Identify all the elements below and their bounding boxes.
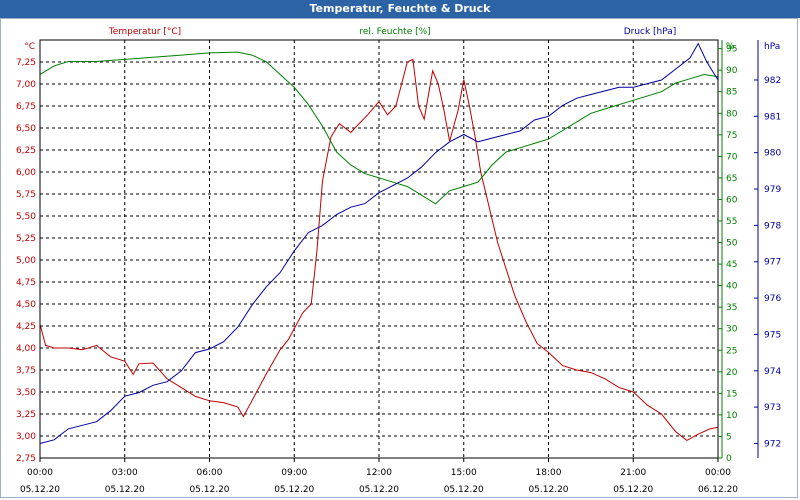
x-tick-time: 00:00 (27, 468, 53, 478)
temperature-tick: 4,25 (16, 322, 36, 332)
humidity-tick: 90 (726, 66, 738, 76)
humidity-series-line (39, 51, 719, 205)
temperature-tick: 6,50 (16, 124, 36, 134)
humidity-axis-label: rel. Feuchte [%] (359, 27, 430, 37)
temperature-tick: 3,25 (16, 410, 36, 420)
humidity-tick: 10 (726, 411, 738, 421)
x-tick-time: 00:00 (705, 468, 731, 478)
x-tick-date: 05.12.20 (613, 485, 653, 495)
pressure-tick: 976 (764, 294, 781, 304)
temperature-tick: 6,25 (16, 146, 36, 156)
humidity-tick: 30 (726, 325, 738, 335)
x-tick-date: 05.12.20 (189, 485, 229, 495)
humidity-tick: 40 (726, 282, 738, 292)
x-tick-time: 18:00 (536, 468, 562, 478)
pressure-tick: 972 (764, 439, 781, 449)
humidity-tick: 85 (726, 88, 737, 98)
chart-frame (0, 18, 798, 498)
humidity-tick: 50 (726, 239, 738, 249)
pressure-tick: 974 (764, 367, 781, 377)
humidity-tick: 65 (726, 174, 737, 184)
humidity-tick: 70 (726, 152, 738, 162)
humidity-tick: 60 (726, 195, 738, 205)
temperature-tick: 3,75 (16, 366, 36, 376)
temperature-unit: °C (24, 42, 35, 52)
temperature-tick: 7,00 (16, 80, 36, 90)
temperature-tick: 2,75 (16, 454, 36, 464)
temperature-tick: 4,75 (16, 278, 36, 288)
x-tick-date: 06.12.20 (698, 485, 738, 495)
humidity-tick: 5 (726, 432, 732, 442)
x-tick-time: 06:00 (197, 468, 223, 478)
axes: 00:00 05.12.20 03:00 05.12.20 06:00 05.12.20 0… (16, 39, 781, 495)
x-tick-time: 12:00 (366, 468, 392, 478)
temperature-tick: 7,25 (16, 58, 36, 68)
temperature-tick: 6,00 (16, 168, 36, 178)
pressure-tick: 982 (764, 76, 781, 86)
humidity-tick: 35 (726, 303, 737, 313)
temperature-tick: 5,25 (16, 234, 36, 244)
humidity-tick: 95 (726, 45, 737, 55)
pressure-axis-label: Druck [hPa] (624, 27, 677, 37)
grid-lines (40, 40, 718, 459)
humidity-tick: 55 (726, 217, 737, 227)
temperature-tick: 4,00 (16, 344, 36, 354)
pressure-tick: 980 (764, 149, 781, 159)
temperature-tick: 3,50 (16, 388, 36, 398)
humidity-tick: 80 (726, 109, 738, 119)
x-tick-date: 05.12.20 (444, 485, 484, 495)
pressure-tick: 979 (764, 185, 781, 195)
temperature-axis-label: Temperatur [°C] (108, 27, 181, 37)
temperature-tick: 4,50 (16, 300, 36, 310)
x-tick-date: 05.12.20 (274, 485, 314, 495)
humidity-tick: 25 (726, 346, 737, 356)
humidity-tick: 45 (726, 260, 737, 270)
x-tick-time: 03:00 (112, 468, 138, 478)
pressure-unit: hPa (764, 42, 780, 52)
temperature-tick: 5,50 (16, 212, 36, 222)
temperature-tick: 3,00 (16, 432, 36, 442)
pressure-tick: 973 (764, 403, 781, 413)
temperature-tick: 5,75 (16, 190, 36, 200)
x-tick-time: 15:00 (451, 468, 477, 478)
x-tick-time: 09:00 (281, 468, 307, 478)
temperature-tick: 6,75 (16, 102, 36, 112)
plot-area (39, 42, 719, 444)
x-tick-date: 05.12.20 (528, 485, 568, 495)
x-tick-date: 05.12.20 (20, 485, 60, 495)
pressure-tick: 975 (764, 330, 781, 340)
temperature-tick: 5,00 (16, 256, 36, 266)
x-tick-date: 05.12.20 (105, 485, 145, 495)
pressure-tick: 978 (764, 221, 781, 231)
humidity-tick: 15 (726, 389, 737, 399)
pressure-tick: 977 (764, 258, 781, 268)
pressure-series-line (39, 42, 719, 444)
x-tick-time: 21:00 (620, 468, 646, 478)
humidity-tick: 0 (726, 454, 732, 464)
humidity-tick: 20 (726, 368, 738, 378)
window-title: Temperatur, Feuchte & Druck (0, 0, 800, 18)
x-tick-date: 05.12.20 (359, 485, 399, 495)
humidity-unit: % (726, 42, 735, 52)
humidity-tick: 75 (726, 131, 737, 141)
pressure-tick: 981 (764, 112, 781, 122)
